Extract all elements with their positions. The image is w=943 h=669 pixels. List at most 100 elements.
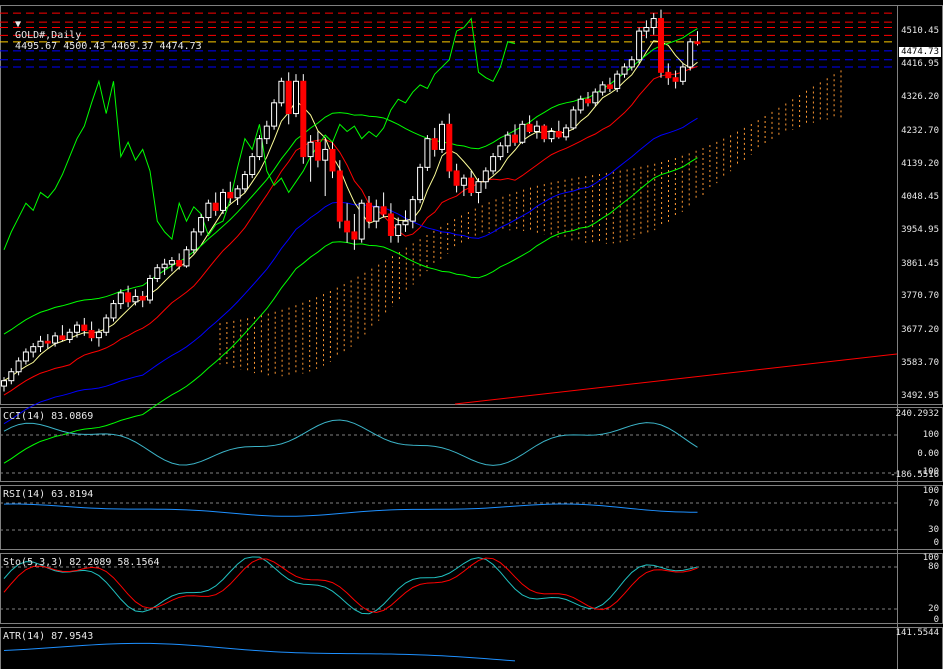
indicator-panel-frame-1 <box>0 485 943 550</box>
candle-body <box>475 181 482 193</box>
candle-body <box>52 335 59 344</box>
candle-body <box>241 174 248 190</box>
candle-body <box>628 59 635 68</box>
candle-body <box>526 123 533 132</box>
candle-body <box>468 177 475 193</box>
red-moving-average <box>3 65 698 396</box>
candle-body <box>1 380 7 387</box>
candle-body <box>431 138 438 150</box>
rsi-tick-label: 0 <box>933 538 939 548</box>
candle-body <box>271 102 278 127</box>
rsi-tick-label: 70 <box>928 499 939 509</box>
candle-body <box>519 123 526 143</box>
candle-body <box>176 260 183 267</box>
candle-body <box>205 202 212 219</box>
candle-body <box>314 141 321 161</box>
candle-body <box>329 148 336 172</box>
main-panel-frame <box>0 5 943 405</box>
candle-body <box>658 18 664 73</box>
candle-body <box>424 138 431 168</box>
lagging-span <box>3 17 516 251</box>
candle-body <box>66 331 73 340</box>
candle-body <box>636 30 643 61</box>
candle-body <box>387 213 394 236</box>
trend-line <box>454 353 898 405</box>
cci-tick-label: -100 <box>917 467 939 477</box>
price-tick-label: 3492.95 <box>901 390 939 401</box>
candle-body <box>358 202 365 240</box>
cci-tick-label: 100 <box>922 430 939 440</box>
lower-band <box>3 157 698 464</box>
candle-body <box>336 170 343 222</box>
price-tick-label: 4232.70 <box>901 125 939 136</box>
candle-body <box>44 340 51 344</box>
candle-body <box>256 138 263 158</box>
stoch-main-line <box>3 556 698 615</box>
price-tick-label: 4326.20 <box>901 92 939 102</box>
candle-body <box>482 170 489 183</box>
price-tick-label: 3770.70 <box>901 291 939 302</box>
candle-body <box>59 335 66 340</box>
candle-body <box>74 324 80 333</box>
rsi-label: RSI(14) 63.8194 <box>3 489 94 500</box>
candle-body <box>679 66 686 82</box>
candle-body <box>541 125 548 140</box>
candle-body <box>585 98 591 104</box>
candle-body <box>672 77 679 82</box>
candle-body <box>322 148 329 161</box>
candle-body <box>212 202 219 211</box>
candle-body <box>694 41 701 45</box>
candle-body <box>555 130 562 138</box>
upper-band <box>3 28 698 335</box>
cci-tick-label: 0.00 <box>917 449 939 459</box>
candle-body <box>132 295 139 303</box>
candle-body <box>366 202 372 222</box>
candle-body <box>15 360 22 373</box>
current-price-box: 4474.73 <box>899 47 941 57</box>
cci-tick-label: -186.5516 <box>890 470 939 480</box>
yellow-moving-average <box>3 40 698 382</box>
candle-body <box>439 123 445 150</box>
indicator-panel-frame-3 <box>0 627 943 669</box>
candle-body <box>190 231 197 251</box>
candle-body <box>599 84 606 93</box>
candle-body <box>402 220 409 226</box>
indicator-panel-frame-0 <box>0 407 943 482</box>
candle-body <box>88 329 95 339</box>
cci-label: CCI(14) 83.0869 <box>3 411 94 422</box>
candle-body <box>8 371 15 382</box>
price-tick-label: 4048.45 <box>901 191 939 202</box>
candle-body <box>380 206 387 215</box>
candle-body <box>168 260 175 265</box>
candle-body <box>563 127 570 138</box>
candle-body <box>643 27 650 32</box>
atr-line <box>3 642 516 662</box>
stoch-label: Sto(5,3,3) 82.2089 58.1564 <box>3 557 160 568</box>
candle-body <box>512 134 518 143</box>
candle-body <box>154 267 161 280</box>
candle-body <box>373 206 380 222</box>
stoch-tick-label: 100 <box>922 553 939 563</box>
candle-body <box>490 156 497 172</box>
candle-body <box>103 317 110 333</box>
candle-body <box>139 295 146 301</box>
candle-body <box>606 84 613 89</box>
price-tick-label: 3583.70 <box>901 358 939 369</box>
rsi-tick-label: 100 <box>922 486 939 496</box>
price-tick-label: 4139.20 <box>901 159 939 170</box>
candle-body <box>234 188 241 199</box>
candle-body <box>621 66 628 75</box>
price-tick-label: 4510.45 <box>901 25 939 36</box>
candle-body <box>351 231 358 240</box>
candle-body <box>81 324 88 331</box>
candle-body <box>460 177 467 186</box>
candle-body <box>125 292 132 303</box>
candle-body <box>592 91 599 104</box>
cci-tick-label: 240.2932 <box>895 409 939 419</box>
rsi-tick-label: 30 <box>928 525 939 535</box>
atr-tick-label: 141.5544 <box>895 628 939 638</box>
candle-body <box>446 123 453 172</box>
candle-body <box>395 224 402 236</box>
chart-menu-triangle-icon[interactable]: ▼ <box>15 19 22 30</box>
